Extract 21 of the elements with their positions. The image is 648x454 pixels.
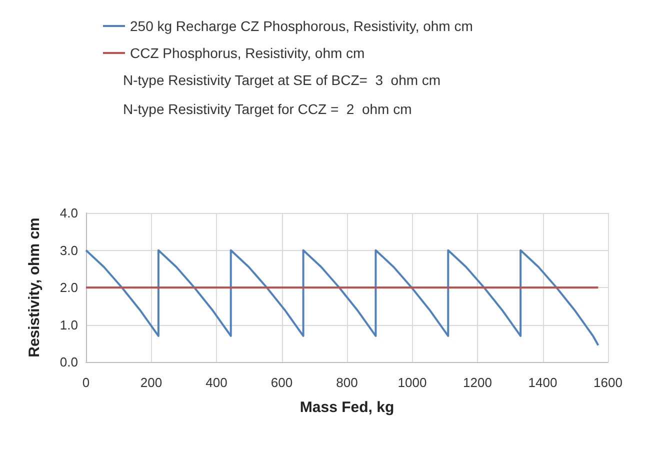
x-tick-label: 200 — [140, 375, 162, 390]
y-tick-label: 3.0 — [60, 242, 78, 258]
x-axis-title: Mass Fed, kg — [300, 399, 394, 416]
legend-label: 250 kg Recharge CZ Phosphorous, Resistivity, ohm cm — [130, 18, 473, 34]
x-tick-label: 1200 — [463, 375, 492, 390]
x-tick-label: 1400 — [528, 375, 558, 390]
x-tick-label: 1000 — [398, 375, 427, 390]
x-tick-label: 600 — [270, 375, 293, 390]
text: N-type Resistivity Target for CCZ = 2 ohm cm — [123, 101, 412, 117]
y-tick-label: 4.0 — [60, 206, 78, 220]
line-series — [85, 249, 600, 346]
legend-label: CCZ Phosphorus, Resistivity, ohm cm — [130, 45, 365, 61]
y-tick-label: 1.0 — [60, 317, 78, 332]
text: N-type Resistivity Target at SE of BCZ= 3 ohm cm — [123, 72, 441, 88]
x-tick-label: 0 — [82, 375, 90, 390]
y-axis-title: Resistivity, ohm cm — [26, 218, 43, 358]
x-tick-label: 800 — [336, 375, 358, 390]
y-tick-label: 2.0 — [60, 280, 78, 295]
x-tick-label: 1600 — [594, 375, 622, 390]
y-tick-label: 0.0 — [60, 354, 78, 370]
x-tick-label: 400 — [206, 375, 228, 390]
